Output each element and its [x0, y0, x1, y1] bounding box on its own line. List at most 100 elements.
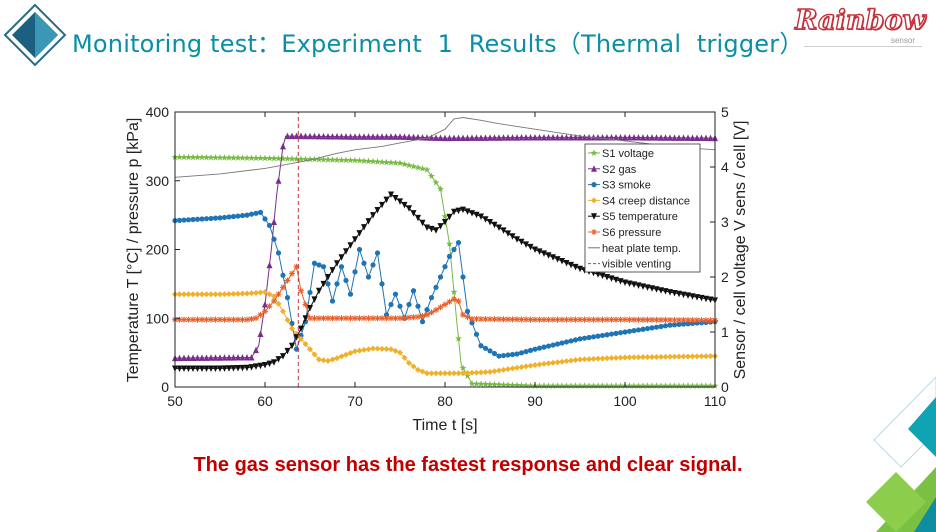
- series-s2-gas: [172, 132, 718, 362]
- data-point: [262, 289, 268, 296]
- data-point: [455, 335, 462, 342]
- data-point: [689, 317, 696, 324]
- data-point: [518, 381, 525, 389]
- data-point: [487, 134, 493, 141]
- data-point: [500, 366, 507, 373]
- data-point: [505, 230, 511, 237]
- legend-swatch-marker: [591, 229, 597, 235]
- data-point: [671, 382, 678, 389]
- data-point: [320, 357, 327, 364]
- data-point: [509, 381, 516, 389]
- data-point: [599, 355, 606, 362]
- data-point: [257, 362, 264, 370]
- data-point: [419, 165, 426, 172]
- data-point: [541, 316, 547, 323]
- data-point: [563, 358, 570, 365]
- data-point: [707, 296, 714, 304]
- data-point: [527, 243, 534, 251]
- data-point: [518, 134, 525, 141]
- data-point: [216, 154, 224, 161]
- data-point: [329, 356, 336, 363]
- data-point: [644, 325, 651, 332]
- data-point: [365, 315, 372, 322]
- data-point: [189, 153, 197, 161]
- data-point: [639, 382, 647, 389]
- data-point: [518, 238, 525, 246]
- data-point: [325, 357, 331, 364]
- data-point: [608, 316, 615, 323]
- data-point: [334, 315, 340, 322]
- data-point: [185, 217, 192, 223]
- data-point: [406, 359, 412, 366]
- data-point: [594, 382, 602, 389]
- data-point: [239, 364, 246, 372]
- data-point: [572, 382, 579, 389]
- data-point: [203, 153, 210, 161]
- data-point: [676, 134, 682, 141]
- data-point: [455, 240, 462, 246]
- data-point: [545, 360, 552, 367]
- data-point: [226, 290, 232, 297]
- data-point: [257, 311, 264, 318]
- data-point: [608, 331, 615, 337]
- legend-item-s3-smoke: S3 smoke: [588, 180, 651, 192]
- data-point: [648, 382, 656, 389]
- data-point: [261, 154, 269, 162]
- data-point: [518, 364, 525, 371]
- data-point: [352, 269, 358, 275]
- data-point: [464, 208, 471, 215]
- data-point: [626, 280, 633, 287]
- data-point: [347, 133, 354, 140]
- data-point: [244, 353, 250, 361]
- data-point: [226, 316, 232, 323]
- data-point: [689, 134, 696, 141]
- y-axis-left-label: Temperature T [°C] / pressure p [kPa]: [125, 118, 142, 383]
- data-point: [383, 133, 390, 140]
- series-s5-temperature: [172, 191, 718, 372]
- data-point: [657, 382, 665, 389]
- data-point: [635, 316, 642, 323]
- data-point: [442, 301, 448, 308]
- data-point: [343, 315, 349, 322]
- data-point: [383, 315, 390, 322]
- data-point: [455, 207, 462, 215]
- data-point: [680, 317, 687, 324]
- data-point: [577, 356, 583, 363]
- data-point: [685, 317, 691, 324]
- data-point: [315, 155, 323, 163]
- data-point: [667, 316, 673, 323]
- data-point: [342, 156, 350, 164]
- data-point: [397, 315, 403, 322]
- data-point: [302, 155, 309, 163]
- data-point: [523, 134, 529, 141]
- data-point: [428, 309, 435, 316]
- data-point: [442, 134, 448, 142]
- data-point: [244, 290, 250, 297]
- data-point: [455, 298, 462, 305]
- data-point: [199, 365, 205, 372]
- legend-swatch-marker: [590, 149, 598, 156]
- data-point: [190, 354, 196, 361]
- data-point: [410, 314, 417, 321]
- data-point: [284, 316, 291, 323]
- data-point: [365, 157, 372, 165]
- data-point: [554, 316, 561, 323]
- data-point: [207, 153, 215, 161]
- data-point: [500, 134, 507, 141]
- data-point: [234, 154, 242, 161]
- data-point: [482, 134, 489, 141]
- data-point: [433, 307, 439, 313]
- data-point: [545, 316, 552, 323]
- data-point: [500, 316, 507, 323]
- data-point: [491, 316, 498, 323]
- data-point: [235, 364, 241, 372]
- data-point: [338, 254, 345, 261]
- data-point: [257, 289, 264, 296]
- data-point: [176, 354, 183, 362]
- data-point: [374, 345, 381, 352]
- data-point: [505, 352, 511, 358]
- data-point: [554, 382, 561, 389]
- corner-geometric-decoration: [866, 376, 936, 532]
- data-point: [550, 254, 556, 261]
- data-point: [487, 219, 493, 226]
